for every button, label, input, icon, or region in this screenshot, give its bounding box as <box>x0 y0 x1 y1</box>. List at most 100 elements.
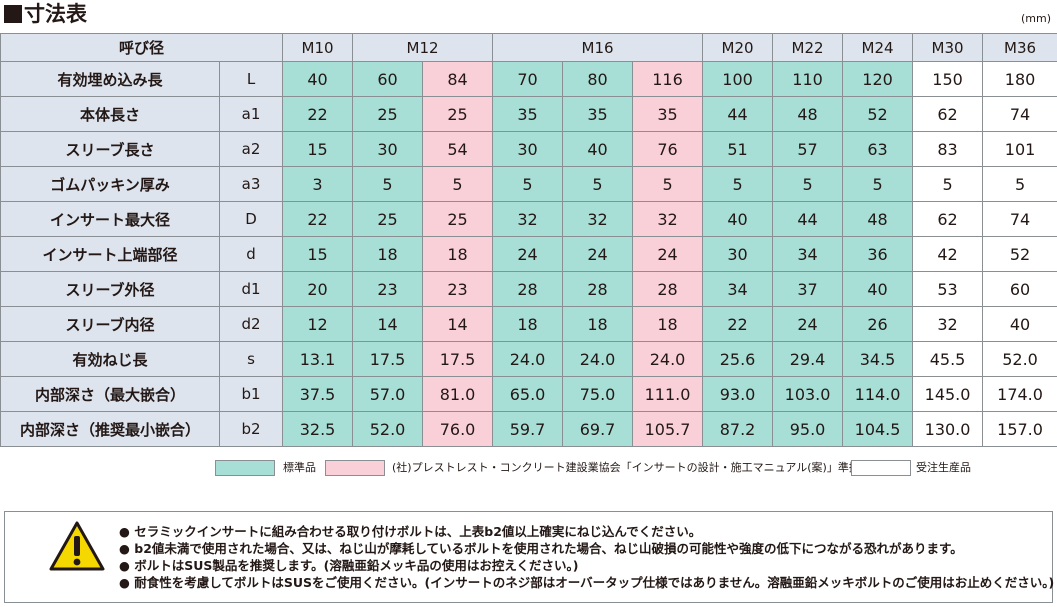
value-cell: 25 <box>352 201 424 237</box>
dimension-table: 呼び径 M10 M12 M16 M20 M22 M24 M30 M36 有効埋め… <box>0 33 1057 447</box>
value-cell: 70 <box>492 61 564 97</box>
value-cell: 23 <box>422 271 494 307</box>
value-cell: 130.0 <box>912 411 984 447</box>
row-label: 有効ねじ長 <box>0 341 220 377</box>
value-cell: 29.4 <box>772 341 844 377</box>
value-cell: 100 <box>702 61 774 97</box>
value-cell: 120 <box>842 61 914 97</box>
value-cell: 105.7 <box>632 411 704 447</box>
value-cell: 24 <box>772 306 844 342</box>
value-cell: 30 <box>702 236 774 272</box>
table-row: 内部深さ（最大嵌合） b1 37.5 57.0 81.0 65.0 75.0 111.0 93.… <box>0 376 1057 412</box>
header-size-m16: M16 <box>492 33 704 62</box>
value-cell: 24 <box>562 236 634 272</box>
table-row: インサート最大径 D 22 25 25 32 32 32 40 44 48 62 74 <box>0 201 1057 237</box>
note-item: ● ボルトはSUS製品を推奨します。(溶融亜鉛メッキ品の使用はお控えください。) <box>119 558 579 573</box>
row-symbol: a1 <box>218 96 284 132</box>
table-header-row: 呼び径 M10 M12 M16 M20 M22 M24 M30 M36 <box>0 33 1057 62</box>
value-cell: 80 <box>562 61 634 97</box>
row-label: インサート最大径 <box>0 201 220 237</box>
value-cell: 5 <box>982 166 1057 202</box>
value-cell: 37 <box>772 271 844 307</box>
value-cell: 110 <box>772 61 844 97</box>
header-size-m30: M30 <box>912 33 984 62</box>
warning-triangle-icon <box>49 521 105 571</box>
value-cell: 52.0 <box>982 341 1057 377</box>
value-cell: 28 <box>632 271 704 307</box>
header-size-m12: M12 <box>352 33 494 62</box>
value-cell: 40 <box>562 131 634 167</box>
value-cell: 5 <box>912 166 984 202</box>
value-cell: 25 <box>422 201 494 237</box>
value-cell: 40 <box>982 306 1057 342</box>
legend: 標準品 (社)プレストレスト・コンクリート建設業協会「インサートの設計・施工マニ… <box>0 459 1057 477</box>
value-cell: 5 <box>702 166 774 202</box>
value-cell: 44 <box>772 201 844 237</box>
value-cell: 32 <box>632 201 704 237</box>
value-cell: 54 <box>422 131 494 167</box>
row-symbol: d <box>218 236 284 272</box>
value-cell: 145.0 <box>912 376 984 412</box>
value-cell: 24.0 <box>562 341 634 377</box>
value-cell: 57 <box>772 131 844 167</box>
row-label: 内部深さ（推奨最小嵌合） <box>0 411 220 447</box>
title-square-icon <box>4 5 22 23</box>
value-cell: 69.7 <box>562 411 634 447</box>
value-cell: 22 <box>282 201 354 237</box>
header-size-m22: M22 <box>772 33 844 62</box>
legend-label-standard: 標準品 <box>283 461 316 474</box>
value-cell: 3 <box>282 166 354 202</box>
row-symbol: a2 <box>218 131 284 167</box>
value-cell: 95.0 <box>772 411 844 447</box>
value-cell: 114.0 <box>842 376 914 412</box>
value-cell: 18 <box>352 236 424 272</box>
value-cell: 57.0 <box>352 376 424 412</box>
value-cell: 40 <box>842 271 914 307</box>
value-cell: 51 <box>702 131 774 167</box>
title-text: 寸法表 <box>24 2 87 26</box>
value-cell: 180 <box>982 61 1057 97</box>
table-row: スリーブ外径 d1 20 23 23 28 28 28 34 37 40 53 60 <box>0 271 1057 307</box>
legend-swatch-pc <box>325 460 385 476</box>
value-cell: 93.0 <box>702 376 774 412</box>
value-cell: 22 <box>702 306 774 342</box>
value-cell: 5 <box>422 166 494 202</box>
value-cell: 28 <box>562 271 634 307</box>
caution-box: ● セラミックインサートに組み合わせる取り付けボルトは、上表b2値以上確実にねじ… <box>4 511 1054 603</box>
value-cell: 5 <box>772 166 844 202</box>
value-cell: 30 <box>492 131 564 167</box>
row-label: インサート上端部径 <box>0 236 220 272</box>
page-title: 寸法表 <box>4 2 87 26</box>
value-cell: 15 <box>282 236 354 272</box>
table-row: スリーブ長さ a2 15 30 54 30 40 76 51 57 63 83 101 <box>0 131 1057 167</box>
row-symbol: D <box>218 201 284 237</box>
header-label: 呼び径 <box>0 33 284 62</box>
value-cell: 32 <box>912 306 984 342</box>
row-label: スリーブ外径 <box>0 271 220 307</box>
value-cell: 35 <box>632 96 704 132</box>
table-body: 有効埋め込み長 L 40 60 84 70 80 116 100 110 120 150 180 本体長さ… <box>0 61 1057 447</box>
value-cell: 37.5 <box>282 376 354 412</box>
value-cell: 14 <box>422 306 494 342</box>
value-cell: 34 <box>702 271 774 307</box>
value-cell: 75.0 <box>562 376 634 412</box>
row-symbol: L <box>218 61 284 97</box>
value-cell: 63 <box>842 131 914 167</box>
row-label: 有効埋め込み長 <box>0 61 220 97</box>
value-cell: 14 <box>352 306 424 342</box>
value-cell: 44 <box>702 96 774 132</box>
value-cell: 52 <box>982 236 1057 272</box>
value-cell: 5 <box>842 166 914 202</box>
value-cell: 22 <box>282 96 354 132</box>
value-cell: 25.6 <box>702 341 774 377</box>
value-cell: 18 <box>492 306 564 342</box>
legend-label-order: 受注生産品 <box>916 461 971 474</box>
value-cell: 111.0 <box>632 376 704 412</box>
value-cell: 28 <box>492 271 564 307</box>
value-cell: 81.0 <box>422 376 494 412</box>
row-label: 本体長さ <box>0 96 220 132</box>
value-cell: 15 <box>282 131 354 167</box>
header-size-m10: M10 <box>282 33 354 62</box>
value-cell: 101 <box>982 131 1057 167</box>
row-label: スリーブ内径 <box>0 306 220 342</box>
